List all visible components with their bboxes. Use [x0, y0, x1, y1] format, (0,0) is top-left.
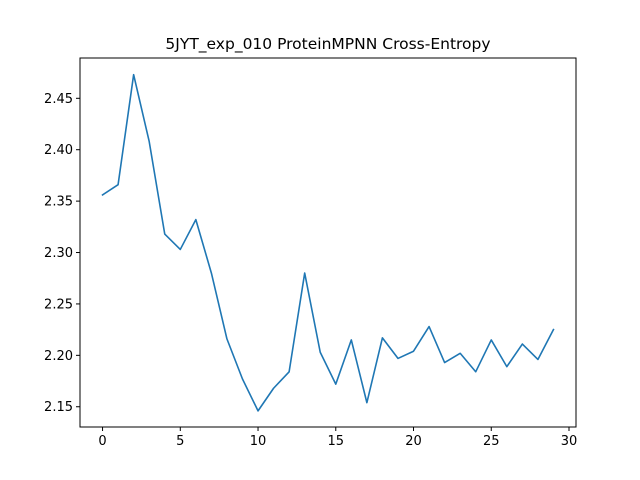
- x-tick-label: 5: [176, 434, 184, 449]
- data-point: [319, 351, 321, 353]
- data-point: [537, 359, 539, 361]
- data-point: [242, 378, 244, 380]
- data-point: [335, 383, 337, 385]
- y-tick-label: 2.35: [44, 195, 73, 210]
- data-point: [211, 272, 213, 274]
- data-point: [226, 338, 228, 340]
- data-point: [164, 233, 166, 235]
- series-line: [101, 73, 555, 412]
- x-tick-label: 15: [328, 434, 345, 449]
- data-point: [382, 337, 384, 339]
- data-point: [506, 366, 508, 368]
- data-point: [475, 371, 477, 373]
- data-point: [257, 410, 259, 412]
- data-point: [522, 343, 524, 345]
- data-point: [459, 352, 461, 354]
- data-point: [428, 326, 430, 328]
- data-point: [490, 339, 492, 341]
- y-tick-label: 2.45: [44, 92, 73, 107]
- y-tick-label: 2.30: [44, 246, 73, 261]
- data-point: [102, 194, 104, 196]
- data-point: [117, 184, 119, 186]
- data-point: [397, 358, 399, 360]
- data-point: [444, 362, 446, 364]
- series-layer: [101, 73, 555, 412]
- data-point: [288, 371, 290, 373]
- x-tick-label: 0: [98, 434, 106, 449]
- y-tick-label: 2.40: [44, 143, 73, 158]
- data-point: [413, 350, 415, 352]
- x-tick-label: 10: [250, 434, 267, 449]
- x-tick-label: 20: [405, 434, 422, 449]
- data-point: [195, 219, 197, 221]
- x-tick-label: 30: [561, 434, 578, 449]
- plot-frame: [79, 57, 577, 428]
- x-tick-label: 25: [483, 434, 500, 449]
- data-point: [148, 141, 150, 143]
- y-tick-label: 2.15: [44, 400, 73, 415]
- data-point: [273, 387, 275, 389]
- data-point: [366, 402, 368, 404]
- y-tick-label: 2.25: [44, 297, 73, 312]
- axis-ticks: 0 5 10 15 20 25 30 2.15 2.20 2.25 2.30 2.35 2.40 2.45: [44, 92, 577, 449]
- data-point: [553, 329, 555, 331]
- y-tick-label: 2.20: [44, 349, 73, 364]
- data-point: [351, 339, 353, 341]
- data-point: [179, 249, 181, 251]
- data-point: [304, 272, 306, 274]
- chart-title: 5JYT_exp_010 ProteinMPNN Cross-Entropy: [165, 35, 490, 54]
- data-point: [133, 74, 135, 76]
